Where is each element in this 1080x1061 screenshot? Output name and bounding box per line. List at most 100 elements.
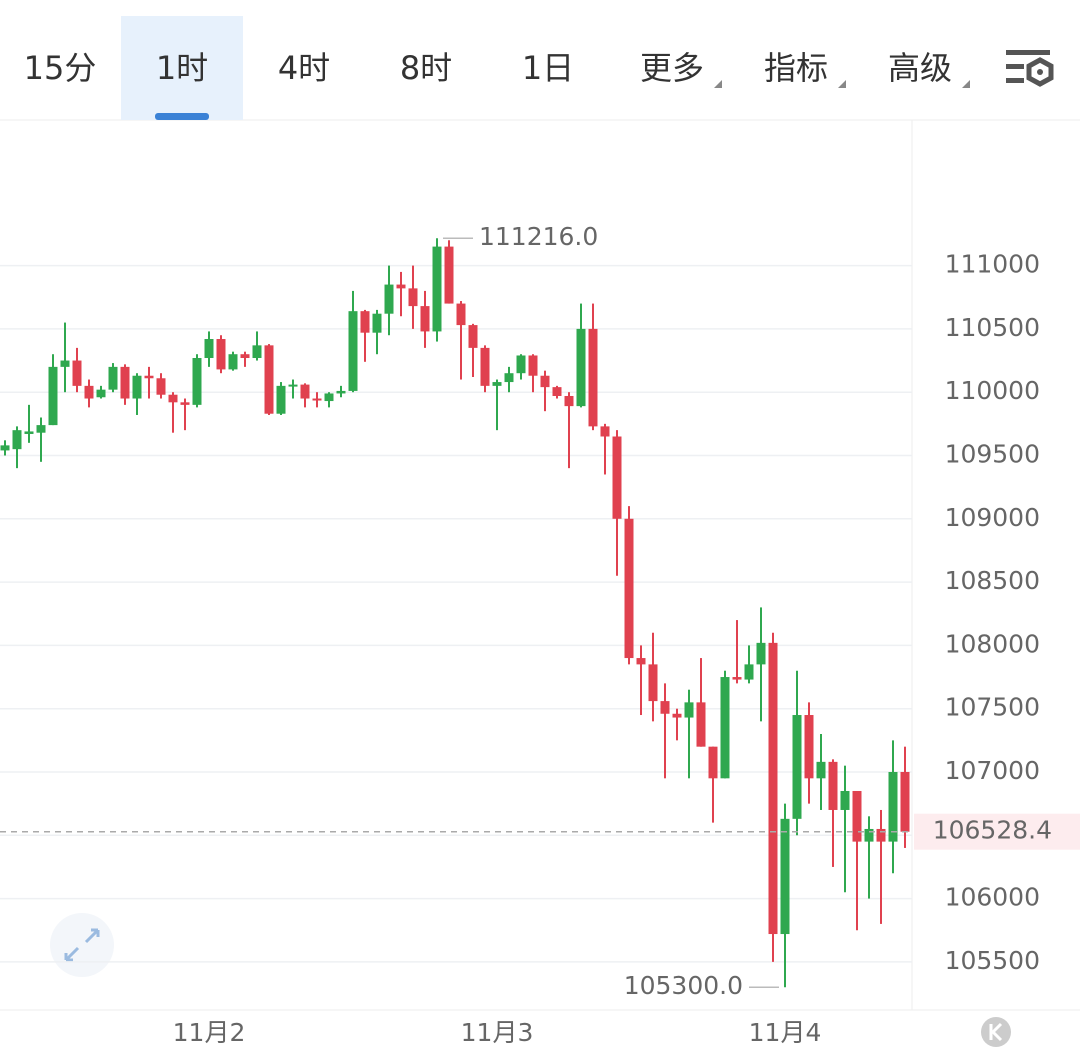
candle-body (408, 288, 418, 307)
candle-body (876, 828, 886, 842)
candle-body (768, 642, 778, 935)
candle-body (216, 339, 226, 370)
candle-body (192, 358, 202, 405)
y-tick-label: 109000 (945, 503, 1040, 532)
candle-body (96, 389, 106, 398)
candle-body (852, 790, 862, 842)
candle-body (804, 715, 814, 779)
expand-button[interactable] (50, 913, 114, 977)
candle-body (144, 375, 154, 379)
candle-body (228, 354, 238, 370)
candle-body (708, 746, 718, 779)
y-tick-label: 108000 (945, 629, 1040, 658)
candle-body (648, 664, 658, 702)
candle-body (480, 347, 490, 386)
candle-body (576, 328, 586, 407)
candle-body (516, 355, 526, 374)
candle-body (840, 790, 850, 810)
candle-body (588, 328, 598, 427)
candle-body (504, 373, 514, 383)
candle-body (732, 677, 742, 680)
tab-selected-bg (121, 16, 243, 120)
tab[interactable]: 1时 (156, 49, 208, 87)
candle-body (324, 393, 334, 402)
candle-body (120, 366, 130, 399)
last-price-box (914, 813, 1080, 850)
x-tick-label: 11月3 (461, 1018, 534, 1047)
dropdown-caret (838, 80, 846, 88)
candle-body (204, 339, 214, 359)
expand-icon (64, 928, 100, 962)
candle-body (360, 311, 370, 333)
candle-body (564, 395, 574, 407)
candle-body (300, 384, 310, 399)
candle-body (636, 658, 646, 665)
low-label: 105300.0 (624, 971, 743, 1000)
candle-body (684, 702, 694, 718)
candle-body (348, 311, 358, 391)
icon-dot (1037, 69, 1043, 75)
candle-body (180, 402, 190, 405)
candle-body (432, 246, 442, 332)
candle-body (336, 390, 346, 394)
candle-body (24, 431, 34, 434)
candle-body (468, 325, 478, 348)
candle-body (672, 713, 682, 718)
candle-body (600, 426, 610, 437)
k-button[interactable] (981, 1017, 1011, 1047)
candle-body (420, 306, 430, 332)
candle-body (828, 761, 838, 810)
candle-body (888, 771, 898, 842)
high-label: 111216.0 (479, 222, 598, 251)
candle-body (552, 387, 562, 396)
candle-body (384, 284, 394, 314)
y-tick-label: 111000 (945, 250, 1040, 279)
candle-body (240, 354, 250, 359)
candle-body (456, 303, 466, 326)
tab[interactable]: 4时 (278, 49, 330, 87)
tab[interactable]: 15分 (24, 49, 97, 87)
candle-body (108, 366, 118, 390)
candle-body (660, 701, 670, 714)
candle-body (780, 818, 790, 935)
icon-bar (1006, 78, 1024, 83)
button-bg (981, 1017, 1011, 1047)
candle-body (528, 355, 538, 376)
x-tick-label: 11月2 (173, 1018, 246, 1047)
y-tick-label: 110000 (945, 376, 1040, 405)
candle-body (396, 284, 406, 289)
candle-body (864, 828, 874, 842)
candle-body (444, 246, 454, 304)
y-tick-label: 106000 (945, 883, 1040, 912)
tab[interactable]: 8时 (400, 49, 452, 87)
y-tick-label: 109500 (945, 439, 1040, 468)
candle-body (744, 664, 754, 680)
candle-body (624, 518, 634, 659)
candle-body (372, 313, 382, 333)
candle-body (816, 761, 826, 779)
candle-body (0, 445, 10, 451)
candle-body (612, 436, 622, 519)
tab[interactable]: 1日 (522, 49, 574, 87)
candle-body (720, 677, 730, 779)
icon-hex (1026, 57, 1054, 87)
tab[interactable]: 高级 (888, 49, 952, 87)
dropdown-caret (962, 80, 970, 88)
x-tick-label: 11月4 (749, 1018, 822, 1047)
candle-body (132, 375, 142, 399)
tab[interactable]: 指标 (764, 49, 828, 87)
icon-bar (1006, 64, 1024, 69)
candle-body (288, 384, 298, 387)
candle-body (492, 382, 502, 386)
dropdown-caret (714, 80, 722, 88)
tab-underline (155, 113, 209, 120)
candle-body (792, 715, 802, 819)
candle-body (900, 771, 910, 832)
candle-body (540, 375, 550, 388)
candle-body (168, 394, 178, 403)
tab[interactable]: 更多 (640, 49, 704, 87)
settings-icon[interactable] (1006, 50, 1054, 87)
candle-body (312, 398, 322, 401)
